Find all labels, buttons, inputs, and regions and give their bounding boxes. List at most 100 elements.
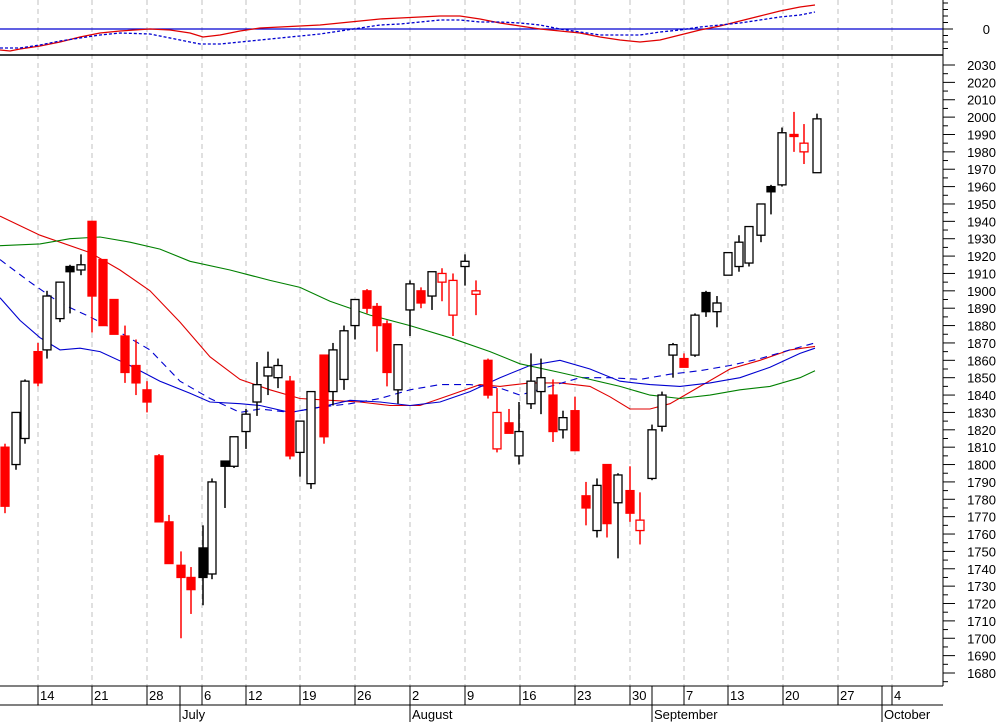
candle-body [65, 265, 75, 273]
candle [427, 271, 437, 310]
moving-average-line [0, 236, 816, 400]
week-label: 16 [522, 688, 536, 703]
candle-body [701, 291, 711, 313]
candle-body [514, 430, 524, 457]
price-label: 1940 [967, 214, 996, 229]
week-label: 12 [248, 688, 262, 703]
candle-body [220, 460, 230, 467]
candle-body [625, 489, 635, 514]
candle [65, 264, 75, 314]
candle [471, 280, 481, 316]
candle [789, 111, 799, 152]
candle-body [382, 323, 392, 374]
candle-body [328, 349, 338, 393]
week-label: 20 [785, 688, 799, 703]
candle [273, 358, 283, 389]
price-label: 1860 [967, 353, 996, 368]
oscillator-line [0, 4, 816, 52]
candle-body [76, 264, 86, 271]
candle-body [154, 455, 164, 523]
candle-body [33, 350, 43, 384]
price-label: 1870 [967, 336, 996, 351]
price-label: 1680 [967, 666, 996, 681]
candle [176, 551, 186, 639]
candle-body [11, 411, 21, 466]
candle-body [789, 133, 799, 138]
candle [712, 296, 722, 328]
candle [504, 408, 514, 434]
candle [252, 362, 262, 416]
candle [109, 298, 119, 335]
candlestick-series [0, 111, 822, 639]
candle-body [812, 118, 822, 174]
moving-average-line [0, 215, 816, 410]
price-label: 1990 [967, 127, 996, 142]
candle-body [339, 330, 349, 381]
price-label: 1810 [967, 440, 996, 455]
candle [799, 124, 809, 165]
price-label: 1710 [967, 614, 996, 629]
candle-body [0, 446, 10, 507]
candle [558, 410, 568, 439]
price-label: 1960 [967, 180, 996, 195]
week-label: 21 [94, 688, 108, 703]
candle [812, 113, 822, 174]
candle-body [252, 383, 262, 403]
candle-body [263, 366, 273, 377]
candle-body [483, 359, 493, 396]
price-label: 1760 [967, 527, 996, 542]
candle-body [142, 389, 152, 403]
week-label: 9 [467, 688, 474, 703]
candle-body [558, 416, 568, 431]
candle-body [98, 258, 108, 327]
zero-label: 0 [983, 22, 990, 37]
price-label: 1920 [967, 249, 996, 264]
candle-body [448, 279, 458, 316]
candle [0, 443, 10, 514]
month-label: September [654, 707, 718, 722]
candle [570, 396, 580, 452]
candle-body [592, 484, 602, 532]
candle [198, 525, 208, 606]
week-label: 23 [577, 688, 591, 703]
candle-body [602, 463, 612, 525]
candle-body [548, 394, 558, 433]
candle-body [437, 272, 447, 283]
candle [393, 344, 403, 404]
candle-body [131, 364, 141, 384]
candle [372, 302, 382, 352]
candle [536, 358, 546, 415]
candle [55, 281, 65, 323]
candle-body [744, 225, 754, 264]
candle [11, 411, 21, 470]
candle [207, 478, 217, 580]
week-label: 6 [204, 688, 211, 703]
candle [306, 390, 316, 489]
candle-body [734, 241, 744, 268]
candle-body [526, 380, 536, 405]
candle [460, 254, 470, 286]
candle [613, 473, 623, 559]
candle [492, 388, 502, 453]
candle [657, 391, 667, 432]
candle [701, 290, 711, 317]
candle [362, 289, 372, 314]
candle [483, 358, 493, 399]
candle [339, 325, 349, 390]
candle [20, 379, 30, 444]
candle [756, 203, 766, 243]
candle [405, 280, 415, 336]
price-label: 1780 [967, 492, 996, 507]
candle-body [319, 354, 329, 438]
moving-average-line [0, 259, 816, 413]
week-label: 28 [149, 688, 163, 703]
candle-body [176, 564, 186, 579]
candle [229, 436, 239, 469]
moving-average-line [0, 297, 816, 413]
candle [164, 514, 174, 565]
candle-body [723, 251, 733, 276]
candle [87, 220, 97, 333]
price-label: 2010 [967, 93, 996, 108]
candle-body [229, 436, 239, 467]
